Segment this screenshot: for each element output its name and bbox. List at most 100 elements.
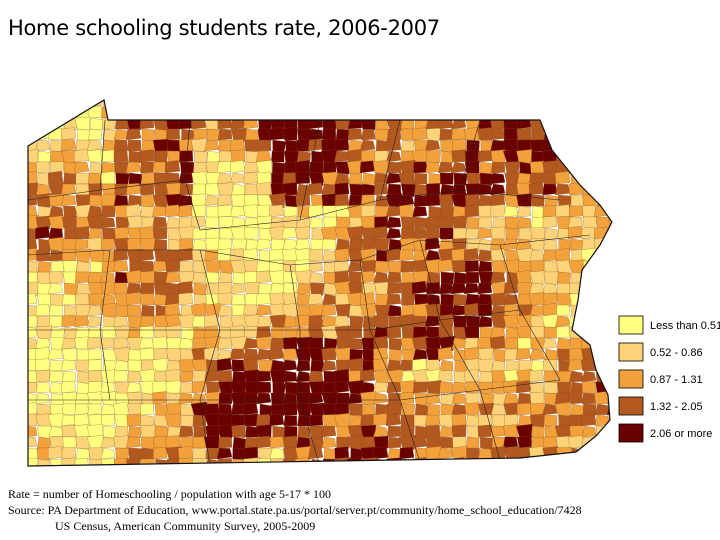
district [218,370,233,383]
district [216,357,233,372]
district [465,194,480,207]
district [360,457,377,466]
district [493,348,508,363]
district [413,381,428,394]
district [126,381,142,394]
district [477,336,493,350]
legend-swatch [618,396,644,416]
district [490,326,506,339]
district [581,325,598,340]
district [257,315,272,328]
district [413,326,428,339]
district [28,293,38,306]
district [179,370,194,383]
district [310,100,324,108]
district [283,100,298,108]
district [557,370,572,384]
district [243,281,260,296]
district [582,458,597,466]
district [386,402,402,416]
district [128,425,142,438]
district [568,100,584,108]
district [569,238,584,251]
district [86,336,103,350]
district [452,293,467,306]
district [128,172,143,186]
district [466,238,481,252]
district [425,193,441,207]
district [451,215,468,230]
district [375,139,390,153]
district [87,359,103,372]
district [243,446,259,460]
district [386,216,402,229]
district [113,139,129,152]
district [283,271,298,284]
district [61,380,77,394]
district [596,161,610,174]
district [556,293,572,307]
district [542,183,558,196]
district [113,237,130,252]
district [128,348,142,361]
district [322,249,337,262]
district [308,370,324,383]
district [503,205,519,218]
district [231,293,246,306]
district [74,403,90,416]
district [126,413,142,427]
district [50,150,64,163]
district [179,150,194,163]
district [48,215,65,230]
district [336,425,351,439]
district [476,458,493,466]
district [49,304,64,317]
district [258,227,274,242]
district [478,205,493,218]
district [399,204,415,218]
district [348,304,363,317]
district [256,100,272,108]
district [541,100,558,108]
legend-swatch [618,315,644,335]
district [269,248,285,262]
district [607,282,612,295]
district [74,336,90,350]
district [282,359,298,372]
district [477,127,493,141]
district [28,392,38,405]
district [87,205,103,218]
district [490,105,506,119]
district [295,160,311,174]
district [425,414,441,427]
district [217,182,234,197]
district [180,436,194,449]
district [139,315,155,328]
district [400,139,415,152]
district [217,424,234,439]
district [244,381,259,394]
district [308,182,324,196]
district [75,392,90,405]
district [62,238,77,251]
district [245,128,259,141]
district [204,105,220,119]
district [49,205,64,218]
district [231,183,246,196]
district [374,238,390,252]
district [334,315,350,328]
district [180,161,195,175]
district [452,139,467,152]
district [478,249,493,262]
district [362,172,376,185]
district [89,194,103,207]
district [204,458,220,466]
district [555,100,573,110]
district [114,183,129,196]
district [479,370,493,383]
district [281,227,298,240]
district [178,446,194,460]
district [165,259,181,273]
district [28,149,39,164]
district [335,293,350,306]
